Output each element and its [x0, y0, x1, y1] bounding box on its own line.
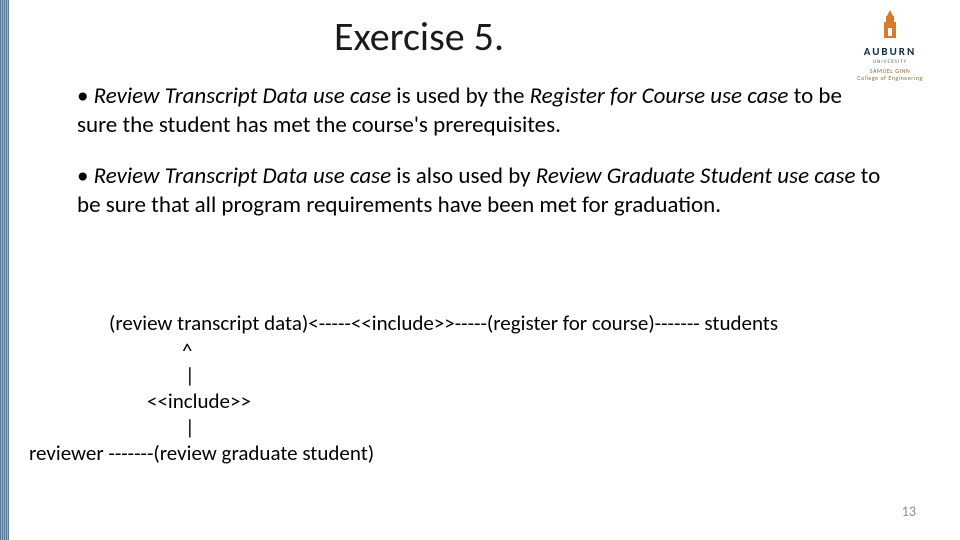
auburn-logo: AUBURN UNIVERSITY SAMUEL GINN College of…	[840, 10, 940, 82]
logo-subtitle: UNIVERSITY	[840, 59, 940, 65]
bullet-2-italic-1: Review Transcript Data use case	[94, 162, 391, 190]
left-border-stripe	[0, 0, 9, 540]
diagram-line-1: (review transcript data)<-----<<include>…	[109, 310, 778, 336]
logo-name: AUBURN	[840, 45, 940, 58]
bullet-2-text-1: is also used by	[391, 162, 536, 190]
diagram-line-6: reviewer -------(review graduate student…	[29, 440, 374, 466]
bullet-1-italic-1: Review Transcript Data use case	[94, 82, 391, 110]
diagram-line-2: ^	[182, 338, 192, 364]
bullet-1-italic-2: Register for Course use case	[530, 82, 789, 110]
bullet-2: • Review Transcript Data use case is als…	[77, 162, 887, 220]
logo-college: SAMUEL GINN College of Engineering	[840, 68, 940, 82]
bullet-1-marker: •	[77, 82, 94, 110]
diagram-line-5: |	[185, 414, 195, 440]
slide-title: Exercise 5.	[9, 12, 829, 61]
bullet-1: • Review Transcript Data use case is use…	[77, 82, 887, 140]
logo-college-line2: College of Engineering	[857, 74, 922, 82]
bullet-1-text-1: is used by the	[391, 82, 530, 110]
page-number: 13	[902, 503, 916, 520]
diagram-line-3: |	[185, 362, 195, 388]
diagram-line-4: <<include>>	[147, 388, 251, 414]
tower-icon	[880, 10, 900, 38]
slide-content: Exercise 5. AUBURN UNIVERSITY SAMUEL GIN…	[9, 0, 960, 540]
bullet-2-marker: •	[77, 162, 94, 190]
bullet-2-italic-2: Review Graduate Student use case	[536, 162, 856, 190]
